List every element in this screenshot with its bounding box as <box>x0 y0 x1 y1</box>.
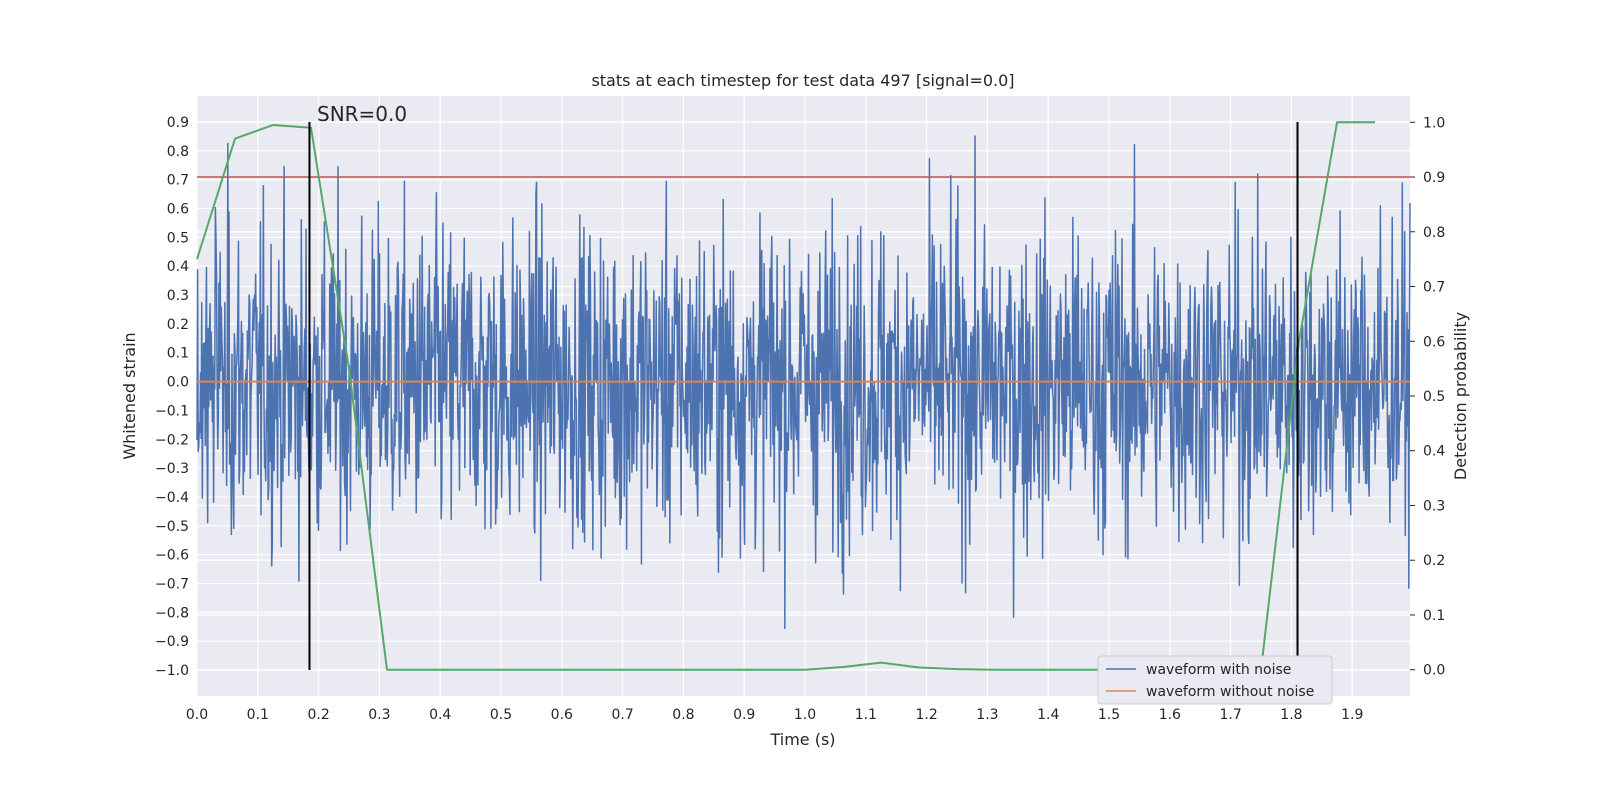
x-tick-label: 0.9 <box>733 707 755 723</box>
y-tick-label: −0.4 <box>155 490 189 506</box>
x-tick-label: 1.8 <box>1280 707 1302 723</box>
x-tick-label: 0.4 <box>429 707 451 723</box>
y-tick-label: 0.9 <box>167 115 189 131</box>
y2-tick-label: 0.7 <box>1423 280 1445 296</box>
x-tick-label: 0.2 <box>307 707 329 723</box>
x-tick-label: 0.7 <box>611 707 633 723</box>
snr-annotation: SNR=0.0 <box>317 102 407 126</box>
y-tick-label: −0.6 <box>155 548 189 564</box>
y2-axis-label: Detection probability <box>1451 312 1470 480</box>
x-tick-label: 0.8 <box>672 707 694 723</box>
y2-tick-label: 0.5 <box>1423 389 1445 405</box>
x-tick-label: 1.4 <box>1037 707 1059 723</box>
y2-axis-ticks: 1.0 0.9 0.8 0.7 0.6 0.5 0.4 0.3 0.2 0.1 0.0 <box>1410 115 1445 679</box>
series-line-waveform-with-noise <box>196 135 1411 630</box>
y-tick-label: 0.1 <box>167 346 189 362</box>
y-tick-label: −0.2 <box>155 432 189 448</box>
x-tick-label: 1.9 <box>1341 707 1363 723</box>
y-tick-label: 0.5 <box>167 230 189 246</box>
y-tick-label: −0.7 <box>155 577 189 593</box>
x-tick-label: 0.5 <box>490 707 512 723</box>
y-tick-label: −0.3 <box>155 461 189 477</box>
y-tick-label: 0.4 <box>167 259 189 275</box>
y-tick-label: −0.9 <box>155 634 189 650</box>
legend: waveform with noise waveform without noi… <box>1097 655 1333 705</box>
y2-tick-label: 0.0 <box>1423 663 1445 679</box>
legend-label-clean: waveform without noise <box>1146 684 1314 700</box>
x-tick-label: 1.6 <box>1159 707 1181 723</box>
y2-tick-label: 0.9 <box>1423 170 1445 186</box>
legend-box <box>1097 655 1333 705</box>
x-axis-label: Time (s) <box>769 730 835 749</box>
y-tick-label: −0.8 <box>155 605 189 621</box>
y-tick-label: 0.8 <box>167 144 189 160</box>
y2-tick-label: 0.1 <box>1423 608 1445 624</box>
y-tick-label: 0.6 <box>167 202 189 218</box>
x-tick-label: 0.6 <box>551 707 573 723</box>
y-axis-label: Whitened strain <box>120 332 139 459</box>
x-tick-label: 1.3 <box>976 707 998 723</box>
y-tick-label: 0.7 <box>167 173 189 189</box>
x-tick-label: 1.0 <box>794 707 816 723</box>
y-tick-label: 0.2 <box>167 317 189 333</box>
x-axis-ticks: 0.0 0.1 0.2 0.3 0.4 0.5 0.6 0.7 0.8 0.9 1.0 1.1 1.2 1… <box>186 707 1364 723</box>
y-tick-label: 0.0 <box>167 375 189 391</box>
y2-tick-label: 0.6 <box>1423 334 1445 350</box>
x-tick-label: 1.2 <box>915 707 937 723</box>
x-tick-label: 1.7 <box>1220 707 1242 723</box>
y2-tick-label: 0.2 <box>1423 553 1445 569</box>
x-tick-label: 1.5 <box>1098 707 1120 723</box>
x-tick-label: 0.0 <box>186 707 208 723</box>
y2-tick-label: 1.0 <box>1423 115 1445 131</box>
chart-title: stats at each timestep for test data 497… <box>591 71 1014 90</box>
legend-label-noise: waveform with noise <box>1146 662 1291 678</box>
x-tick-label: 0.1 <box>247 707 269 723</box>
x-tick-label: 0.3 <box>368 707 390 723</box>
y2-tick-label: 0.3 <box>1423 498 1445 514</box>
y-tick-label: −0.5 <box>155 519 189 535</box>
y-tick-label: −1.0 <box>155 663 189 679</box>
y-axis-ticks: 0.9 0.8 0.7 0.6 0.5 0.4 0.3 0.2 0.1 0.0 −0.1 −0.2 −0… <box>155 115 189 679</box>
y2-tick-label: 0.4 <box>1423 444 1445 460</box>
y2-tick-label: 0.8 <box>1423 225 1445 241</box>
y-tick-label: 0.3 <box>167 288 189 304</box>
x-tick-label: 1.1 <box>855 707 877 723</box>
y-tick-label: −0.1 <box>155 403 189 419</box>
